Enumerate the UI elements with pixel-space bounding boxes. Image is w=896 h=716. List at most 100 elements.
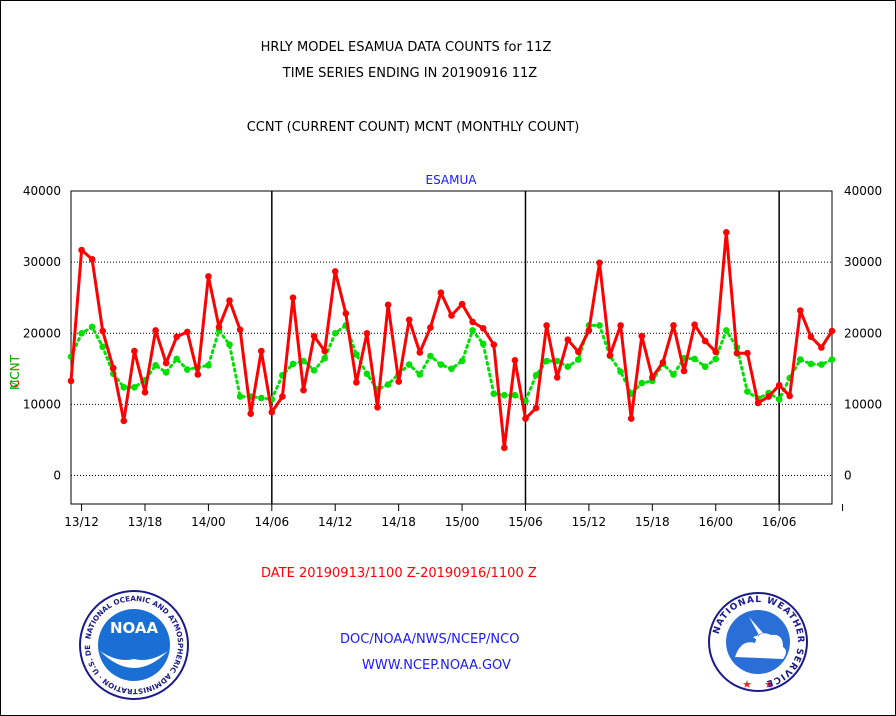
y-tick-labels-left: 0 10000 20000 30000 40000 [23, 184, 61, 483]
data-point-ccnt [405, 316, 413, 324]
chart-title-line-2: TIME SERIES ENDING IN 20190916 11Z [282, 66, 538, 81]
data-point-ccnt [67, 377, 75, 385]
data-point-ccnt [797, 307, 804, 314]
data-point-mcnt [638, 379, 646, 387]
data-point-mcnt [331, 330, 339, 337]
data-point-ccnt [184, 328, 191, 336]
tick-marks [81, 504, 844, 511]
chart-subtitle: ESAMUA [426, 173, 478, 187]
data-point-mcnt [691, 355, 698, 363]
gridlines [71, 261, 832, 477]
data-point-mcnt [437, 361, 445, 368]
data-point-mcnt [511, 391, 519, 399]
data-point-mcnt [120, 384, 128, 391]
data-point-mcnt [564, 363, 572, 371]
data-point-ccnt [310, 332, 318, 340]
data-point-mcnt [532, 371, 540, 379]
data-point-ccnt [818, 344, 825, 351]
data-point-ccnt [131, 347, 138, 355]
nws-logo: ★ ★ NATIONAL WEATHER SERVICE [708, 592, 808, 692]
x-tick-labels: 13/12 13/18 14/00 14/06 14/12 14/18 15/00 15/06… [64, 515, 796, 529]
y-tick-label-left: 30000 [23, 255, 61, 269]
data-point-mcnt [501, 391, 508, 399]
data-point-ccnt [765, 393, 772, 400]
data-point-ccnt [120, 417, 128, 425]
data-point-ccnt [258, 347, 265, 355]
data-point-mcnt [543, 357, 550, 365]
data-point-ccnt [448, 312, 455, 319]
data-point-mcnt [405, 361, 413, 368]
plot-area-frame [70, 190, 833, 505]
data-point-ccnt [226, 297, 233, 304]
data-point-ccnt [427, 324, 434, 331]
data-point-mcnt [427, 352, 434, 360]
data-point-ccnt [247, 410, 254, 418]
data-point-ccnt [744, 349, 751, 357]
data-point-ccnt [162, 359, 170, 367]
data-point-mcnt [448, 365, 455, 373]
data-point-ccnt [754, 399, 762, 407]
y-tick-label-right: 0 [844, 469, 852, 483]
data-point-ccnt [649, 374, 656, 381]
x-tick-label: 14/06 [255, 515, 290, 529]
data-point-mcnt [205, 362, 212, 369]
data-point-ccnt [596, 259, 603, 267]
y-tick-label-right: 20000 [844, 326, 882, 340]
data-point-mcnt [723, 327, 730, 334]
chart-title-line-3: CCNT (CURRENT COUNT) MCNT (MONTHLY COUNT… [246, 120, 580, 135]
data-point-ccnt [490, 341, 498, 349]
data-point-mcnt [797, 356, 804, 363]
series-line-ccnt [69, 230, 834, 450]
data-point-ccnt [775, 381, 783, 389]
data-point-mcnt [131, 384, 138, 391]
chart-title-line-1: HRLY MODEL ESAMUA DATA COUNTS for 11Z [260, 40, 552, 55]
data-point-mcnt [701, 363, 709, 371]
data-point-ccnt [501, 444, 508, 452]
data-point-mcnt [479, 340, 487, 348]
data-point-ccnt [627, 415, 635, 422]
data-point-ccnt [437, 289, 445, 297]
data-point-ccnt [268, 408, 276, 416]
data-point-ccnt [236, 326, 244, 334]
data-point-ccnt [575, 348, 582, 356]
data-point-ccnt [279, 393, 286, 400]
data-point-ccnt [606, 352, 614, 359]
data-point-ccnt [723, 229, 730, 236]
data-point-ccnt [511, 357, 519, 364]
y-tick-label-left: 20000 [23, 326, 61, 340]
data-point-ccnt [395, 378, 403, 385]
footer-website[interactable]: WWW.NCEP.NOAA.GOV [362, 658, 511, 673]
data-point-ccnt [638, 332, 646, 340]
data-point-mcnt [99, 343, 106, 351]
y-tick-label-right: 40000 [844, 184, 882, 198]
noaa-logo: NOAA NATIONAL OCEANIC AND ATMOSPHERIC AD… [78, 589, 189, 700]
data-point-ccnt [194, 371, 202, 378]
y-tick-label-right: 10000 [844, 397, 882, 411]
y-tick-label-right: 30000 [844, 255, 882, 269]
x-tick-label: 14/00 [191, 515, 226, 529]
data-point-mcnt [458, 357, 466, 365]
y-tick-label-left: 0 [53, 469, 61, 483]
data-point-mcnt [384, 381, 392, 388]
x-tick-label: 14/12 [318, 515, 353, 529]
data-point-ccnt [564, 336, 572, 344]
data-point-mcnt [617, 368, 624, 376]
data-point-ccnt [828, 327, 836, 335]
data-point-ccnt [659, 359, 667, 366]
y-tick-label-left: 40000 [23, 184, 61, 198]
data-point-ccnt [374, 404, 381, 411]
data-point-mcnt [469, 327, 476, 334]
data-point-ccnt [543, 322, 550, 329]
data-point-ccnt [152, 327, 159, 334]
x-tick-label: 15/12 [572, 515, 607, 529]
data-point-mcnt [712, 355, 719, 363]
data-point-ccnt [469, 318, 476, 326]
data-point-mcnt [818, 361, 825, 368]
data-point-mcnt [226, 341, 233, 349]
x-tick-label: 15/06 [508, 515, 543, 529]
svg-text:★: ★ [742, 678, 752, 691]
data-point-ccnt [110, 364, 117, 372]
data-point-mcnt [162, 369, 170, 376]
data-point-ccnt [205, 273, 212, 280]
x-tick-label: 15/18 [635, 515, 670, 529]
